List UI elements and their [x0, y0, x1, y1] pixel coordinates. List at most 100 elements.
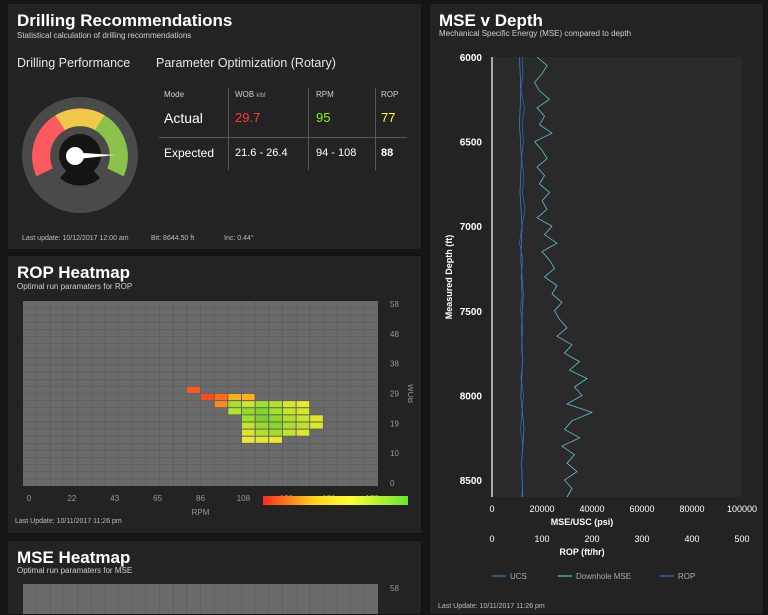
table-col-divider-3	[375, 88, 376, 170]
col-header-wob: WOB klbf	[235, 90, 266, 99]
heatmap-cell	[241, 394, 255, 401]
heatmap-cell	[228, 394, 241, 401]
mse-depth-chart[interactable]: 6000 6500 7000 7500 8000 8500 Measured Depth (…	[430, 34, 764, 614]
mse-y-tick: 8000	[460, 391, 483, 402]
drilling-subtitle: Statistical calculation of drilling reco…	[17, 31, 192, 40]
performance-gauge	[22, 97, 138, 213]
heatmap-cell	[282, 422, 296, 429]
mse-y-tick: 6000	[460, 53, 483, 64]
heatmap-cell	[255, 415, 269, 422]
wob-unit: klbf	[256, 93, 266, 99]
actual-rop: 77	[381, 110, 396, 125]
rop-x-tick: 0	[27, 494, 32, 503]
table-col-divider-1	[228, 88, 229, 170]
rop-x2-tick: 200	[584, 534, 599, 544]
rop-heatmap-title: ROP Heatmap	[17, 263, 131, 282]
rop-heatmap-subtitle: Optimal run paramaters for ROP	[17, 282, 133, 291]
gauge-yellow-segment	[55, 108, 105, 131]
heatmap-cell	[241, 436, 255, 443]
rop-x2-tick: 500	[734, 534, 749, 544]
rop-y-tick: 29	[390, 390, 399, 399]
heatmap-cell	[269, 415, 282, 422]
heatmap-cell	[310, 415, 323, 422]
heatmap-cell	[241, 422, 255, 429]
heatmap-cell	[296, 408, 310, 415]
heatmap-cell	[282, 429, 296, 436]
rop-x-tick: 108	[237, 494, 251, 503]
series-line-rop	[519, 56, 526, 498]
expected-wob: 21.6 - 26.4	[235, 147, 288, 159]
rop-y-tick: 10	[390, 449, 399, 458]
mse-heatmap-subtitle: Optimal run paramaters for MSE	[17, 566, 133, 575]
gauge-needle-cap	[66, 147, 84, 165]
mse-x-tick: 100000	[727, 504, 757, 514]
heatmap-cell	[269, 429, 282, 436]
heatmap-cell	[241, 415, 255, 422]
parameter-optimization-label: Parameter Optimization (Rotary)	[156, 56, 336, 70]
rop-y-tick: 19	[390, 419, 399, 428]
series-line-ucs	[519, 56, 525, 498]
heatmap-cell	[214, 394, 228, 401]
mse-heatmap-title: MSE Heatmap	[17, 548, 131, 567]
mse-x-tick: 0	[489, 504, 494, 514]
wob-header-label: WOB	[235, 90, 255, 99]
rop-y-label: WOB	[406, 384, 413, 403]
rop-x2-tick: 100	[534, 534, 549, 544]
heatmap-cell	[296, 415, 310, 422]
heatmap-cell	[255, 401, 269, 408]
heatmap-cell	[187, 386, 200, 393]
heatmap-cell	[282, 408, 296, 415]
mse-y-tick: 7500	[460, 307, 483, 318]
rop-x-tick: 65	[153, 494, 162, 503]
drilling-recommendations-panel: Drilling Recommendations Statistical cal…	[7, 3, 422, 250]
legend-entry: Downhole MSE	[576, 572, 631, 581]
heatmap-cell	[269, 408, 282, 415]
heatmap-cell	[241, 429, 255, 436]
mse-depth-title: MSE v Depth	[439, 11, 543, 30]
mse-depth-panel: MSE v Depth Mechanical Specific Energy (…	[429, 3, 764, 615]
gauge-wedge	[60, 155, 100, 186]
drilling-title: Drilling Recommendations	[17, 11, 233, 30]
drilling-last-update: Last update: 10/12/2017 12:00 am	[22, 235, 129, 242]
mse-x-tick: 80000	[679, 504, 704, 514]
heatmap-cell	[255, 436, 269, 443]
mse-x-tick: 20000	[529, 504, 554, 514]
mse-heatmap-chart[interactable]: 58	[8, 576, 413, 615]
heatmap-cell	[282, 415, 296, 422]
expected-rop: 88	[381, 147, 394, 159]
rop-y-tick: 0	[390, 479, 395, 488]
mse-plot-area	[492, 57, 742, 497]
table-col-divider-2	[308, 88, 309, 170]
heatmap-cell	[269, 401, 282, 408]
heatmap-cell	[255, 422, 269, 429]
gauge-red-segment	[32, 115, 65, 177]
heatmap-cell	[269, 422, 282, 429]
mse-y-tick: 7000	[460, 222, 483, 233]
heatmap-cell	[228, 401, 241, 408]
heatmap-cell	[241, 401, 255, 408]
rop-heatmap-chart[interactable]: 5848382919100WOB022436586108130151173RPM	[8, 286, 413, 534]
rop-x-tick: 22	[67, 494, 76, 503]
rop-y-tick: 48	[390, 330, 399, 339]
heatmap-cell	[296, 422, 310, 429]
mse-x-label: MSE/USC (psi)	[551, 517, 614, 527]
mse-y-tick: 8500	[460, 476, 483, 487]
expected-rpm: 94 - 108	[316, 147, 357, 159]
rop-y-tick: 58	[390, 300, 399, 309]
rop-x2-tick: 400	[684, 534, 699, 544]
mse-depth-subtitle: Mechanical Specific Energy (MSE) compare…	[439, 29, 632, 38]
heatmap-cell	[241, 408, 255, 415]
heatmap-cell	[269, 436, 282, 443]
rop-x-label: RPM	[192, 508, 210, 517]
actual-wob: 29.7	[235, 110, 261, 125]
mse-heatmap-panel: MSE Heatmap Optimal run paramaters for M…	[7, 540, 422, 615]
rop-colorbar	[263, 496, 408, 505]
mse-x-tick: 60000	[629, 504, 654, 514]
rop-x-tick: 43	[110, 494, 119, 503]
mse-y-tick: 6500	[460, 138, 483, 149]
expected-label: Expected	[164, 146, 215, 160]
heatmap-cell	[255, 408, 269, 415]
rop-heatmap-panel: ROP Heatmap Optimal run paramaters for R…	[7, 255, 422, 534]
mse-x-tick: 40000	[579, 504, 604, 514]
col-header-rpm: RPM	[316, 90, 334, 99]
